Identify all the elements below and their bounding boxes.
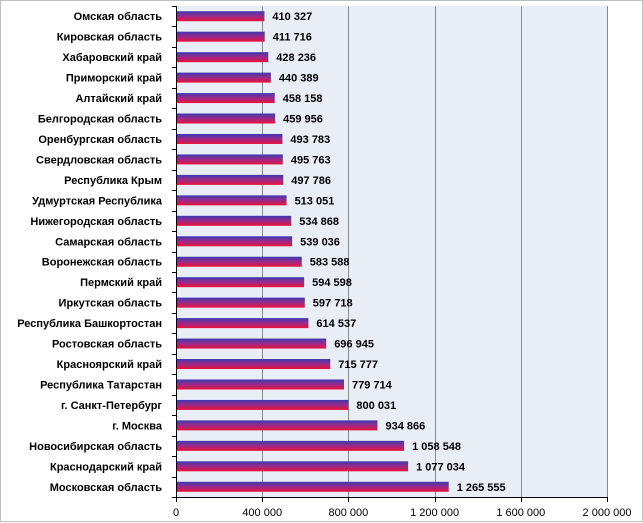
x-tick-label: 1 600 000	[496, 507, 545, 519]
x-tick-label: 1 200 000	[410, 507, 459, 519]
data-label: 1 265 555	[457, 482, 506, 494]
bar	[177, 359, 331, 370]
category-label: Иркутская область	[59, 298, 163, 310]
data-label: 539 036	[300, 236, 340, 248]
data-label: 534 868	[299, 216, 339, 228]
data-label: 440 389	[279, 73, 319, 85]
category-label: Республика Башкортостан	[17, 318, 162, 330]
category-label: Кировская область	[57, 32, 162, 44]
bar	[177, 11, 265, 22]
x-tick-label: 2 000 000	[583, 507, 632, 519]
data-label: 800 031	[356, 400, 396, 412]
category-label: Белгородская область	[38, 114, 162, 126]
x-tick-label: 0	[173, 507, 179, 519]
data-label: 696 945	[334, 339, 374, 351]
category-label: Новосибирская область	[29, 441, 162, 453]
bar	[177, 31, 265, 42]
bar	[177, 236, 293, 247]
category-label: Ростовская область	[52, 339, 162, 351]
data-label: 495 763	[291, 154, 331, 166]
bar	[177, 215, 292, 226]
bar	[177, 338, 327, 349]
data-label: 411 716	[273, 32, 312, 44]
data-label: 1 058 548	[412, 441, 461, 453]
category-label: Московская область	[50, 482, 162, 494]
bar	[177, 420, 378, 431]
category-label: Пермский край	[80, 277, 162, 289]
data-label: 513 051	[295, 195, 335, 207]
bar	[177, 399, 349, 410]
data-label: 597 718	[313, 298, 353, 310]
category-label: Воронежская область	[42, 257, 162, 269]
data-label: 410 327	[272, 11, 312, 23]
category-label: Хабаровский край	[62, 52, 162, 64]
data-label: 614 537	[316, 318, 356, 330]
bar	[177, 379, 345, 390]
bar	[177, 277, 305, 288]
category-label: Алтайский край	[75, 93, 162, 105]
data-label: 493 783	[290, 134, 330, 146]
bar	[177, 318, 309, 329]
data-label: 594 598	[312, 277, 352, 289]
category-label: Республика Татарстан	[40, 379, 162, 391]
bar	[177, 72, 271, 83]
bar	[177, 52, 269, 63]
data-label: 583 588	[310, 257, 350, 269]
category-label: Красноярский край	[57, 359, 162, 371]
data-label: 459 956	[283, 114, 323, 126]
data-label: 458 158	[283, 93, 323, 105]
category-label: Омская область	[74, 11, 163, 23]
data-label: 715 777	[338, 359, 378, 371]
category-label: Республика Крым	[64, 175, 162, 187]
data-label: 1 077 034	[416, 461, 466, 473]
category-label: г. Москва	[112, 420, 163, 432]
bar	[177, 133, 283, 144]
bar	[177, 297, 305, 308]
bar	[177, 93, 275, 104]
category-label: Удмуртская Республика	[32, 195, 163, 207]
bar	[177, 461, 409, 472]
category-label: г. Санкт-Петербург	[61, 400, 162, 412]
bar	[177, 440, 405, 451]
category-label: Краснодарский край	[50, 461, 162, 473]
category-label: Нижегородская область	[30, 216, 162, 228]
data-label: 779 714	[352, 379, 393, 391]
category-label: Оренбургская область	[38, 134, 162, 146]
category-label: Приморский край	[66, 73, 162, 85]
bar	[177, 481, 449, 492]
bar	[177, 256, 302, 267]
data-label: 428 236	[276, 52, 316, 64]
bar	[177, 154, 283, 165]
bar	[177, 174, 284, 185]
x-tick-label: 800 000	[329, 507, 369, 519]
data-label: 497 786	[291, 175, 331, 187]
x-tick-label: 400 000	[242, 507, 282, 519]
bar	[177, 113, 276, 124]
bar	[177, 195, 287, 206]
category-label: Свердловская область	[36, 154, 162, 166]
plot-area	[176, 6, 607, 497]
data-label: 934 866	[385, 420, 425, 432]
category-label: Самарская область	[55, 236, 162, 248]
